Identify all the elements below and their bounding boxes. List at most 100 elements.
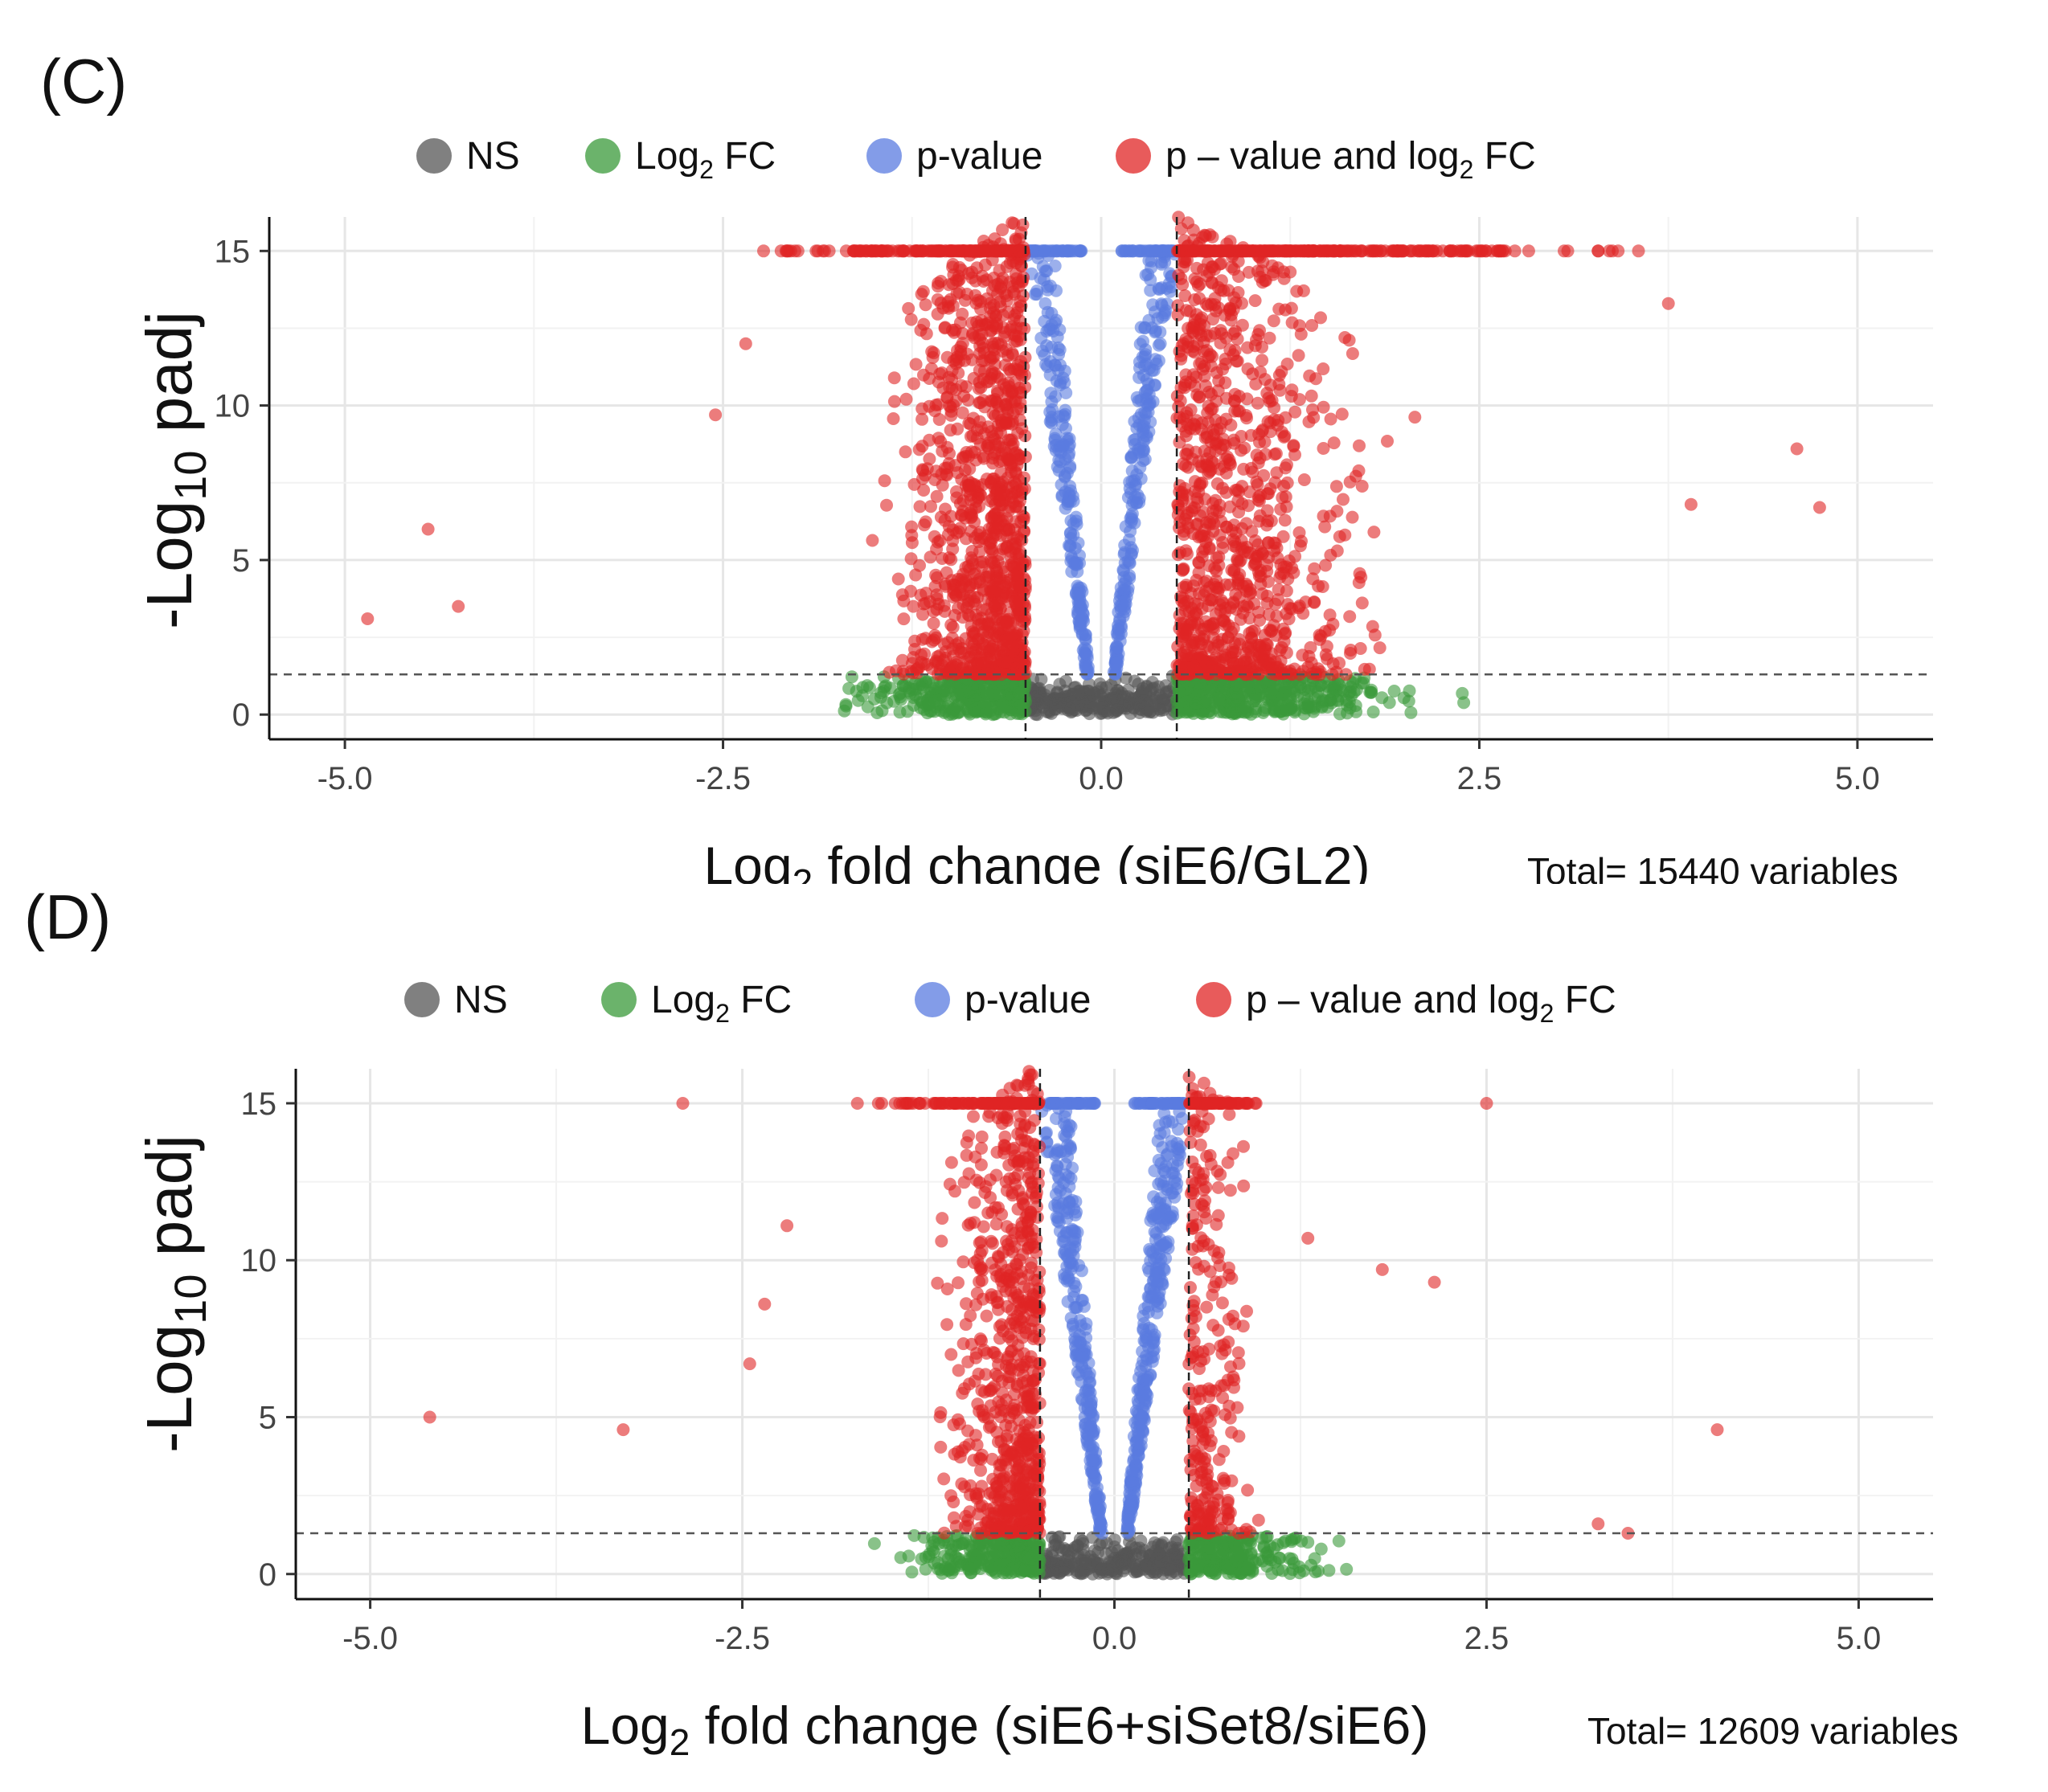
point-both (1265, 661, 1279, 674)
point-both (421, 522, 435, 536)
point-both (943, 381, 956, 395)
point-both (1179, 459, 1192, 473)
point-both (993, 264, 1006, 277)
point-ns (1143, 1549, 1157, 1562)
point-both (1260, 589, 1274, 603)
point-both (866, 534, 879, 547)
point-fc (1022, 1551, 1036, 1565)
point-p (1059, 422, 1072, 436)
point-p (1138, 321, 1152, 334)
point-fc (1313, 678, 1326, 692)
point-both (931, 280, 944, 293)
point-both (1812, 501, 1826, 514)
point-both (985, 244, 997, 258)
point-both (1206, 505, 1220, 518)
volcano-panel-c: (C) NS Log2 FC p-value p – value and log2 FC… (0, 0, 2048, 903)
point-ns (1075, 1534, 1089, 1548)
point-both (1197, 345, 1210, 358)
point-both (1185, 616, 1198, 630)
point-both (973, 333, 987, 346)
point-both (1198, 584, 1212, 598)
point-both (1353, 567, 1366, 580)
point-fc (1350, 705, 1363, 718)
point-both (1174, 349, 1188, 362)
point-both (917, 317, 931, 331)
point-both (1006, 346, 1019, 360)
point-both (1196, 231, 1210, 244)
point-fc (944, 1549, 958, 1562)
point-both (1018, 510, 1030, 524)
point-both (982, 522, 996, 536)
point-fc (969, 1556, 982, 1569)
point-p (1050, 1112, 1063, 1125)
point-both (1267, 314, 1280, 328)
point-both (1013, 314, 1026, 328)
point-p (1121, 581, 1135, 595)
point-both (1179, 375, 1193, 389)
point-fc (1004, 1562, 1018, 1576)
point-fc (839, 699, 853, 713)
point-both (1279, 303, 1292, 317)
point-fc (1404, 706, 1418, 719)
point-both (1172, 502, 1186, 516)
point-ns (1157, 1567, 1170, 1581)
point-both (880, 498, 893, 512)
point-both (1012, 329, 1026, 343)
point-fc (965, 698, 978, 711)
point-both (1214, 327, 1228, 341)
point-both (1358, 662, 1371, 676)
point-p (1048, 260, 1062, 272)
point-both (1346, 510, 1359, 524)
point-p (1126, 244, 1140, 258)
point-both (1214, 416, 1228, 430)
point-both (1264, 482, 1277, 496)
point-fc (1322, 1564, 1336, 1577)
point-both (1591, 244, 1605, 258)
point-both (816, 244, 829, 258)
point-fc (1273, 696, 1287, 710)
point-both (973, 396, 987, 410)
point-both (925, 635, 939, 648)
point-fc (1272, 1563, 1285, 1577)
point-both (1263, 623, 1276, 636)
point-both (1317, 442, 1330, 455)
point-fc (1248, 702, 1262, 715)
point-fc (1239, 701, 1252, 714)
point-fc (1340, 1562, 1354, 1576)
point-fc (1249, 692, 1263, 706)
point-both (930, 542, 944, 556)
point-both (1174, 222, 1188, 235)
point-both (949, 589, 963, 603)
legend-swatch-ns (404, 982, 440, 1017)
point-both (919, 596, 932, 610)
point-ns (1066, 695, 1079, 709)
point-both (1261, 536, 1275, 550)
legend-item-p: p-value (866, 135, 1042, 178)
legend-label-both: p – value and log2 FC (1165, 135, 1536, 184)
point-p (1111, 653, 1124, 666)
point-both (895, 653, 909, 667)
point-fc (861, 700, 874, 714)
point-both (1214, 284, 1228, 297)
point-both (1292, 526, 1306, 539)
point-p (1143, 398, 1157, 411)
point-both (1227, 622, 1240, 635)
point-both (1296, 648, 1309, 662)
point-both (1203, 329, 1217, 343)
point-both (1411, 244, 1425, 258)
point-both (1010, 599, 1023, 613)
point-ns (1042, 1564, 1056, 1577)
y-tick-label: 5 (232, 543, 250, 579)
point-p (1045, 318, 1059, 332)
point-both (1260, 637, 1273, 651)
point-both (956, 598, 970, 612)
point-both (1280, 584, 1293, 598)
point-both (1522, 244, 1535, 258)
point-both (895, 244, 909, 258)
point-both (1018, 350, 1032, 364)
point-both (1012, 244, 1026, 258)
point-both (923, 452, 936, 466)
point-both (965, 578, 979, 591)
point-both (932, 413, 946, 426)
point-both (887, 395, 901, 408)
